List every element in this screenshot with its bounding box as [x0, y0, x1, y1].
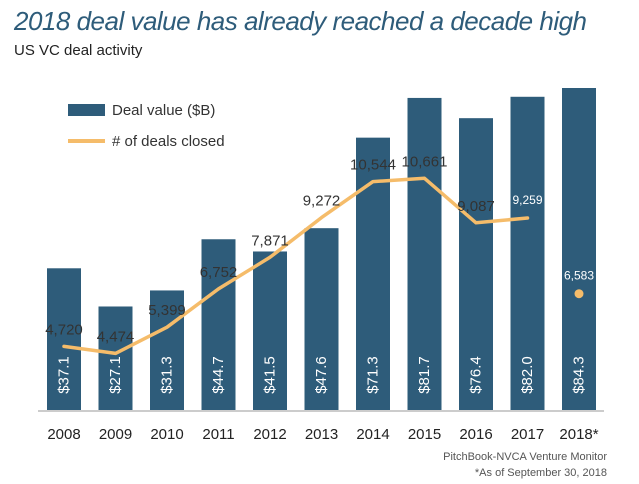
legend-bar-label: Deal value ($B) — [112, 102, 215, 119]
deals-value-label: 6,752 — [200, 264, 238, 281]
bar-value-label: $82.0 — [519, 356, 536, 394]
x-tick-label: 2012 — [253, 426, 286, 443]
deals-value-label: 5,399 — [148, 302, 186, 319]
bar-value-label: $31.3 — [159, 356, 176, 394]
bar-value-label: $47.6 — [313, 356, 330, 394]
x-tick-label: 2008 — [47, 426, 80, 443]
x-tick-label: 2018* — [559, 426, 598, 443]
x-tick-label: 2016 — [459, 426, 492, 443]
legend-line-label: # of deals closed — [112, 133, 225, 150]
bar-value-label: $76.4 — [468, 356, 485, 394]
bar-2009 — [98, 306, 133, 410]
chart-subtitle: US VC deal activity — [14, 42, 143, 59]
bar-2015 — [407, 97, 442, 410]
x-tick-label: 2010 — [150, 426, 183, 443]
bar-value-label: $27.1 — [107, 356, 124, 394]
legend: Deal value ($B) # of deals closed — [68, 102, 225, 150]
bar-value-label: $71.3 — [365, 356, 382, 394]
deals-value-label: 10,661 — [402, 153, 448, 170]
x-tick-label: 2013 — [305, 426, 338, 443]
bar-2016 — [459, 118, 493, 410]
x-tick-label: 2017 — [511, 426, 544, 443]
deals-value-label: 4,474 — [97, 328, 135, 345]
x-tick-labels: 2008 2009 2010 2011 2012 2013 2014 2015 2016 2017… — [47, 426, 598, 443]
x-tick-label: 2015 — [408, 426, 441, 443]
bar-value-label: $84.3 — [571, 356, 588, 394]
chart-title: 2018 deal value has already reached a de… — [14, 6, 587, 36]
deals-value-label: 9,087 — [457, 198, 495, 215]
line-group: 4,720 4,474 5,399 6,752 7,871 9,272 10,544 10,6… — [45, 153, 594, 356]
bar-value-label: $41.5 — [262, 356, 279, 394]
deals-value-label: 6,583 — [564, 269, 594, 283]
deals-value-label: 9,272 — [303, 193, 341, 210]
bar-2018* — [562, 88, 596, 410]
bar-2010 — [150, 290, 184, 410]
bar-value-label: $37.1 — [56, 356, 73, 394]
source-note: PitchBook-NVCA Venture Monitor — [443, 451, 607, 463]
bar-2008 — [47, 268, 81, 410]
bar-value-label: $81.7 — [416, 356, 433, 394]
deals-value-label: 4,720 — [45, 321, 83, 338]
deals-value-label: 9,259 — [512, 193, 542, 207]
deals-value-label: 10,544 — [350, 157, 396, 174]
bar-2012 — [253, 251, 287, 410]
footnote: *As of September 30, 2018 — [474, 467, 607, 479]
bar-value-label: $44.7 — [210, 356, 227, 394]
x-tick-label: 2011 — [202, 426, 234, 443]
legend-bar-swatch — [68, 104, 105, 116]
x-tick-label: 2009 — [99, 426, 132, 443]
bar-2017 — [510, 96, 545, 411]
x-tick-label: 2014 — [356, 426, 389, 443]
bars-group: $37.1 $27.1 $31.3 $44.7 $41.5 $47.6 $71.3 $81.7… — [47, 88, 596, 411]
bar-2013 — [304, 228, 339, 410]
deals-marker-2018 — [574, 289, 584, 299]
bar-2011 — [201, 239, 236, 410]
deals-line — [62, 176, 530, 356]
deals-value-label: 7,871 — [251, 232, 289, 249]
